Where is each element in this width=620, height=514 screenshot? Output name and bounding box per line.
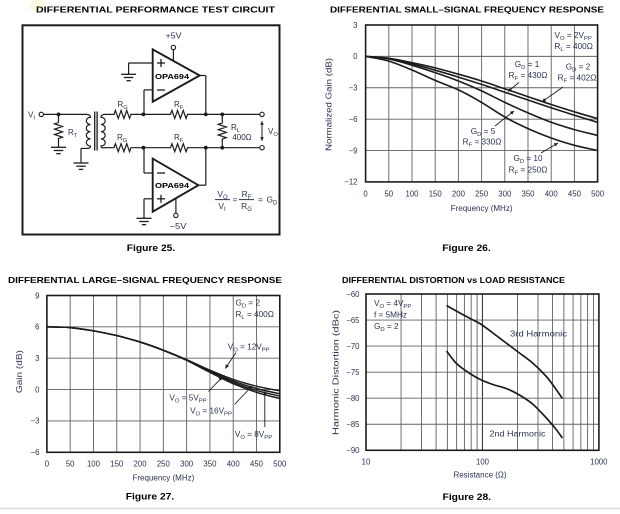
svg-text:f = 5MHz: f = 5MHz [374, 311, 407, 320]
svg-text:−9: −9 [349, 146, 358, 155]
svg-text:RL = 400Ω: RL = 400Ω [555, 42, 593, 53]
svg-text:Figure 27.: Figure 27. [126, 492, 175, 502]
svg-text:RG: RG [241, 201, 252, 213]
svg-text:RG: RG [118, 100, 129, 111]
svg-text:GD = 10: GD = 10 [513, 154, 543, 165]
svg-text:200: 200 [452, 190, 466, 199]
svg-text:9: 9 [35, 291, 39, 300]
svg-text:−3: −3 [31, 417, 40, 426]
svg-text:450: 450 [250, 460, 264, 469]
svg-text:OPA694: OPA694 [155, 72, 189, 81]
svg-text:−85: −85 [346, 420, 360, 429]
svg-text:RT: RT [68, 128, 78, 139]
svg-text:−80: −80 [346, 394, 360, 403]
svg-text:400Ω: 400Ω [232, 133, 251, 142]
svg-text:GD = 2: GD = 2 [566, 63, 591, 74]
svg-text:350: 350 [521, 190, 535, 199]
svg-text:0: 0 [35, 385, 40, 394]
svg-text:200: 200 [134, 460, 148, 469]
svg-text:400: 400 [545, 190, 559, 199]
svg-text:−65: −65 [346, 316, 360, 325]
svg-text:250: 250 [475, 190, 489, 199]
svg-text:500: 500 [591, 190, 605, 199]
svg-text:50: 50 [66, 460, 75, 469]
svg-text:VI: VI [28, 111, 35, 122]
svg-text:Normalized Gain (dB): Normalized Gain (dB) [325, 58, 334, 151]
svg-text:Frequency (MHz): Frequency (MHz) [451, 204, 513, 213]
svg-text:RF: RF [174, 133, 184, 144]
svg-text:RF: RF [242, 189, 252, 201]
svg-text:0: 0 [363, 190, 368, 199]
svg-text:−6: −6 [349, 115, 358, 124]
svg-text:GD: GD [267, 194, 279, 206]
svg-text:Frequency (MHz): Frequency (MHz) [133, 474, 195, 483]
svg-text:GD = 1: GD = 1 [515, 60, 540, 71]
svg-text:RF = 402Ω: RF = 402Ω [558, 74, 597, 85]
svg-text:GD = 2: GD = 2 [236, 299, 261, 310]
svg-text:100: 100 [405, 190, 419, 199]
svg-text:400: 400 [227, 460, 241, 469]
svg-text:VO = 4VPP: VO = 4VPP [374, 299, 411, 310]
svg-text:250: 250 [157, 460, 171, 469]
svg-text:Harmonic Distortion (dBc): Harmonic Distortion (dBc) [332, 310, 341, 435]
svg-text:RF = 330Ω: RF = 330Ω [463, 138, 502, 149]
svg-text:VO = 8VPP: VO = 8VPP [235, 430, 272, 441]
svg-text:3rd Harmonic: 3rd Harmonic [510, 330, 567, 339]
svg-text:RF = 430Ω: RF = 430Ω [509, 71, 548, 82]
svg-text:OPA694: OPA694 [155, 181, 189, 190]
svg-text:Figure 26.: Figure 26. [442, 243, 491, 253]
svg-text:VO = 16VPP: VO = 16VPP [190, 407, 232, 418]
svg-text:500: 500 [273, 460, 287, 469]
svg-text:350: 350 [203, 460, 217, 469]
svg-text:1000: 1000 [590, 458, 608, 467]
svg-text:VO: VO [268, 127, 278, 138]
svg-text:VO: VO [217, 189, 228, 201]
svg-text:−12: −12 [344, 178, 357, 187]
svg-text:RF = 250Ω: RF = 250Ω [509, 166, 548, 177]
svg-text:=: = [233, 194, 238, 204]
svg-text:Resistance (Ω): Resistance (Ω) [453, 471, 506, 480]
svg-text:150: 150 [110, 460, 124, 469]
svg-text:RL = 400Ω: RL = 400Ω [236, 310, 274, 321]
svg-text:100: 100 [87, 460, 101, 469]
svg-text:450: 450 [568, 190, 582, 199]
svg-text:Gain (dB): Gain (dB) [15, 350, 24, 393]
svg-text:+5V: +5V [166, 32, 183, 41]
svg-text:DIFFERENTIAL DISTORTION vs LOA: DIFFERENTIAL DISTORTION vs LOAD RESISTAN… [342, 275, 565, 285]
svg-text:DIFFERENTIAL SMALL–SIGNAL FREQ: DIFFERENTIAL SMALL–SIGNAL FREQUENCY RESP… [330, 5, 604, 15]
svg-text:150: 150 [429, 190, 443, 199]
svg-text:3: 3 [353, 21, 357, 30]
svg-text:−90: −90 [346, 446, 360, 455]
svg-text:DIFFERENTIAL LARGE–SIGNAL FREQ: DIFFERENTIAL LARGE–SIGNAL FREQUENCY RESP… [8, 275, 282, 285]
svg-text:−6: −6 [31, 448, 40, 457]
svg-text:−3: −3 [349, 84, 358, 93]
svg-text:−5V: −5V [170, 222, 188, 231]
svg-text:RL: RL [231, 123, 241, 134]
svg-text:3: 3 [35, 354, 39, 363]
svg-text:=: = [258, 194, 263, 204]
svg-text:0: 0 [353, 52, 358, 61]
svg-text:−75: −75 [346, 368, 360, 377]
svg-text:VO = 12VPP: VO = 12VPP [228, 343, 270, 354]
svg-text:0: 0 [45, 460, 50, 469]
svg-text:300: 300 [498, 190, 512, 199]
svg-text:Figure 28.: Figure 28. [443, 492, 492, 502]
svg-text:GD = 5: GD = 5 [471, 127, 496, 138]
svg-text:GD = 2: GD = 2 [374, 322, 399, 333]
svg-text:6: 6 [35, 323, 39, 332]
svg-text:RF: RF [174, 100, 184, 111]
svg-text:300: 300 [180, 460, 194, 469]
svg-text:VO = 5VPP: VO = 5VPP [169, 394, 206, 405]
svg-text:−60: −60 [346, 290, 360, 299]
svg-text:DIFFERENTIAL PERFORMANCE TEST: DIFFERENTIAL PERFORMANCE TEST CIRCUIT [36, 5, 276, 15]
svg-text:Figure 25.: Figure 25. [127, 243, 176, 253]
svg-text:VI: VI [218, 201, 226, 213]
svg-text:100: 100 [476, 458, 490, 467]
svg-text:−70: −70 [346, 342, 360, 351]
svg-text:2nd Harmonic: 2nd Harmonic [490, 430, 546, 439]
svg-text:50: 50 [384, 190, 393, 199]
svg-text:10: 10 [362, 458, 371, 467]
svg-text:RG: RG [117, 133, 128, 144]
svg-text:VO = 2VPP: VO = 2VPP [555, 31, 592, 42]
